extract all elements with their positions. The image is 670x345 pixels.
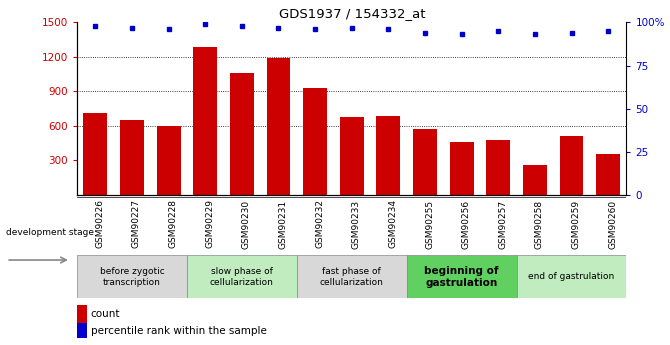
- Text: count: count: [91, 309, 121, 319]
- Bar: [413, 129, 437, 195]
- Bar: [120, 120, 144, 195]
- Bar: [77, 255, 187, 298]
- Bar: [377, 116, 400, 195]
- Bar: [304, 88, 327, 195]
- Text: development stage: development stage: [6, 228, 94, 237]
- Text: GSM90255: GSM90255: [425, 199, 434, 249]
- Bar: [230, 73, 254, 195]
- Text: GSM90233: GSM90233: [352, 199, 360, 249]
- Bar: [194, 47, 217, 195]
- Bar: [486, 140, 510, 195]
- Text: slow phase of
cellularization: slow phase of cellularization: [210, 267, 274, 287]
- Text: beginning of
gastrulation: beginning of gastrulation: [424, 266, 499, 288]
- Bar: [77, 323, 87, 340]
- Text: GSM90259: GSM90259: [572, 199, 580, 249]
- Text: GSM90230: GSM90230: [242, 199, 251, 249]
- Title: GDS1937 / 154332_at: GDS1937 / 154332_at: [279, 7, 425, 20]
- Text: end of gastrulation: end of gastrulation: [529, 272, 614, 282]
- Bar: [297, 255, 407, 298]
- Text: GSM90234: GSM90234: [389, 199, 397, 248]
- Bar: [523, 165, 547, 195]
- Text: GSM90257: GSM90257: [498, 199, 507, 249]
- Text: GSM90232: GSM90232: [315, 199, 324, 248]
- Bar: [267, 58, 290, 195]
- Text: GSM90229: GSM90229: [205, 199, 214, 248]
- Text: GSM90226: GSM90226: [95, 199, 105, 248]
- Text: percentile rank within the sample: percentile rank within the sample: [91, 326, 267, 336]
- Bar: [517, 255, 626, 298]
- Bar: [340, 117, 364, 195]
- Text: before zygotic
transcription: before zygotic transcription: [100, 267, 164, 287]
- Bar: [596, 154, 620, 195]
- Text: fast phase of
cellularization: fast phase of cellularization: [320, 267, 384, 287]
- Text: GSM90231: GSM90231: [279, 199, 287, 249]
- Text: GSM90258: GSM90258: [535, 199, 544, 249]
- Text: GSM90256: GSM90256: [462, 199, 470, 249]
- Text: GSM90227: GSM90227: [132, 199, 141, 248]
- Bar: [157, 126, 180, 195]
- Text: GSM90228: GSM90228: [169, 199, 178, 248]
- Bar: [450, 142, 474, 195]
- Text: GSM90260: GSM90260: [608, 199, 617, 249]
- Bar: [407, 255, 517, 298]
- Bar: [187, 255, 297, 298]
- Bar: [84, 113, 107, 195]
- Bar: [559, 136, 584, 195]
- Bar: [77, 305, 87, 323]
